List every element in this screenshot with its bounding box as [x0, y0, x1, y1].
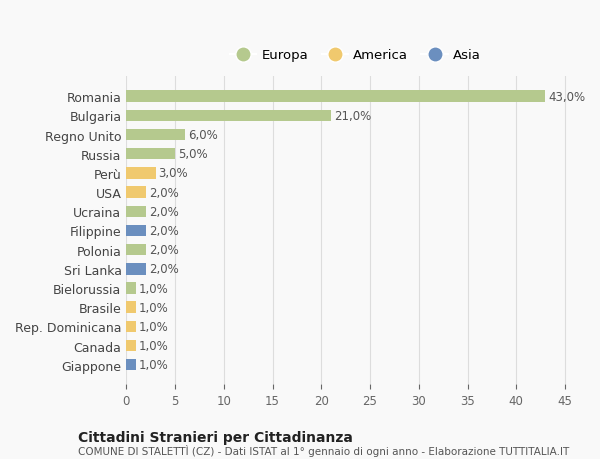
- Bar: [127, 91, 545, 103]
- Text: 3,0%: 3,0%: [158, 167, 188, 180]
- Text: 1,0%: 1,0%: [139, 282, 169, 295]
- Text: 21,0%: 21,0%: [334, 110, 371, 123]
- Text: 5,0%: 5,0%: [178, 148, 208, 161]
- Text: 2,0%: 2,0%: [149, 186, 179, 199]
- Bar: [127, 302, 136, 313]
- Bar: [127, 359, 136, 371]
- Bar: [127, 283, 136, 294]
- Text: 43,0%: 43,0%: [548, 90, 586, 103]
- Text: 2,0%: 2,0%: [149, 263, 179, 276]
- Text: 2,0%: 2,0%: [149, 224, 179, 237]
- Text: 1,0%: 1,0%: [139, 358, 169, 371]
- Bar: [127, 263, 146, 275]
- Bar: [127, 110, 331, 122]
- Bar: [127, 187, 146, 198]
- Text: Cittadini Stranieri per Cittadinanza: Cittadini Stranieri per Cittadinanza: [78, 430, 353, 444]
- Bar: [127, 321, 136, 332]
- Text: 2,0%: 2,0%: [149, 244, 179, 257]
- Text: COMUNE DI STALETTÌ (CZ) - Dati ISTAT al 1° gennaio di ogni anno - Elaborazione T: COMUNE DI STALETTÌ (CZ) - Dati ISTAT al …: [78, 444, 569, 456]
- Text: 1,0%: 1,0%: [139, 301, 169, 314]
- Bar: [127, 168, 155, 179]
- Bar: [127, 340, 136, 352]
- Bar: [127, 225, 146, 237]
- Bar: [127, 206, 146, 218]
- Bar: [127, 244, 146, 256]
- Bar: [127, 149, 175, 160]
- Text: 1,0%: 1,0%: [139, 339, 169, 352]
- Text: 1,0%: 1,0%: [139, 320, 169, 333]
- Text: 2,0%: 2,0%: [149, 205, 179, 218]
- Bar: [127, 129, 185, 141]
- Legend: Europa, America, Asia: Europa, America, Asia: [224, 44, 486, 67]
- Text: 6,0%: 6,0%: [188, 129, 218, 142]
